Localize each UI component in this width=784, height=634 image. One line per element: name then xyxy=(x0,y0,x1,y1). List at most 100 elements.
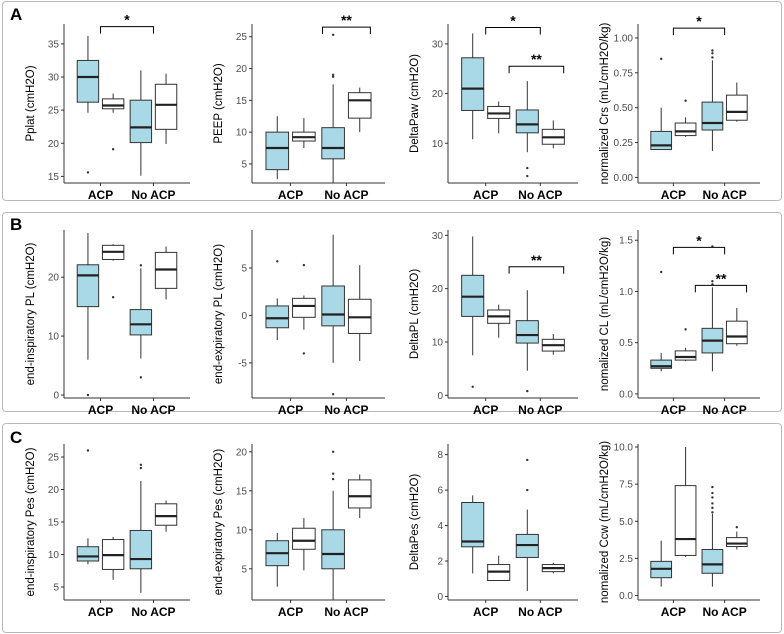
outlier-point xyxy=(711,49,714,52)
y-axis-title: end-inspiratory PL (cmH2O) xyxy=(25,242,37,385)
outlier-point xyxy=(471,385,474,388)
y-tick-label: 6 xyxy=(437,486,443,497)
iqr-box xyxy=(461,502,485,548)
iqr-box xyxy=(76,59,100,103)
outlier-point xyxy=(302,352,306,355)
y-tick-label: 20 xyxy=(236,447,248,458)
outlier-point xyxy=(526,488,529,492)
y-axis-title: DeltaPes (cmH2O) xyxy=(409,474,421,571)
x-tick-label: ACP xyxy=(278,403,303,417)
box-acp-noacp-group xyxy=(321,234,345,396)
y-tick-label: -5 xyxy=(238,358,247,369)
y-tick-label: 0.5 xyxy=(619,338,633,349)
box-acp-noacp-group xyxy=(515,290,539,393)
box-noacp-noacp-group xyxy=(725,307,748,346)
y-tick-label: 20 xyxy=(236,64,248,75)
outlier-point xyxy=(139,264,143,267)
x-tick-label: ACP xyxy=(661,403,686,417)
iqr-box xyxy=(265,305,290,329)
y-axis-title: end-inspiratory Pes (cmH2O) xyxy=(25,447,37,596)
x-tick-label: No ACP xyxy=(131,403,175,417)
y-tick-label: 25 xyxy=(48,106,60,117)
iqr-box xyxy=(154,503,178,526)
box-noacp-acp-group xyxy=(674,328,697,362)
y-axis-title: end-expiratory PL (cmH2O) xyxy=(213,244,225,384)
iqr-box xyxy=(650,130,673,151)
y-tick-label: 25 xyxy=(48,453,60,464)
box-noacp-acp-group xyxy=(101,244,125,299)
y-tick-label: 4 xyxy=(437,521,443,532)
y-tick-label: 0 xyxy=(241,311,247,322)
chart-panel-b4: 0.0 0.5 1.0 1.5 ACP No ACP nomalized CL (mL/cm… xyxy=(599,230,760,417)
y-tick-label: 20 xyxy=(48,139,60,150)
y-tick-label: 0 xyxy=(437,391,443,402)
x-tick-label: No ACP xyxy=(131,188,175,202)
box-acp-acp-group xyxy=(76,449,100,565)
box-noacp-noacp-group xyxy=(347,87,372,133)
y-tick-label: 10 xyxy=(48,550,60,561)
iqr-box xyxy=(321,285,345,327)
chart-panel-c4: 0.0 2.5 5.0 7.5 10.0 ACP No ACP nomalized Ccw (… xyxy=(599,441,760,619)
outlier-point xyxy=(659,270,663,274)
significance-label: * xyxy=(696,13,702,29)
bracket-line xyxy=(485,26,541,35)
outlier-point xyxy=(526,166,529,170)
iqr-box xyxy=(347,92,372,119)
box-acp-acp-group xyxy=(650,270,673,372)
y-tick-label: 20 xyxy=(432,89,444,100)
y-axis-title: normalized Crs (mL/cmH2O/kg) xyxy=(599,22,611,184)
outlier-point xyxy=(302,263,306,267)
bracket-line xyxy=(508,65,565,74)
box-noacp-noacp-group xyxy=(541,562,565,574)
chart-panel-b2: -5 0 5 ACP No ACP end-expiratory PL (cmH2O) xyxy=(213,230,385,417)
y-tick-label: 20 xyxy=(48,273,60,284)
box-acp-noacp-group xyxy=(129,264,153,379)
box-acp-acp-group xyxy=(265,260,290,341)
y-tick-label: 35 xyxy=(48,39,60,50)
iqr-box xyxy=(461,57,485,111)
box-noacp-acp-group xyxy=(292,263,316,355)
iqr-box xyxy=(292,297,316,318)
box-noacp-noacp-group xyxy=(725,526,748,550)
outlier-point xyxy=(111,148,115,151)
significance-label: ** xyxy=(716,270,727,286)
outlier-point xyxy=(711,502,714,505)
iqr-box xyxy=(154,83,178,130)
box-noacp-acp-group xyxy=(487,555,511,582)
significance-label: * xyxy=(124,12,130,28)
x-tick-label: No ACP xyxy=(324,188,368,202)
outlier-point xyxy=(711,506,714,510)
bracket-line xyxy=(672,246,726,255)
iqr-box xyxy=(701,101,724,131)
outlier-point xyxy=(711,52,714,55)
box-acp-acp-group xyxy=(265,116,290,180)
box-noacp-acp-group xyxy=(292,518,316,571)
box-acp-noacp-group xyxy=(701,485,724,587)
row-label-b: B xyxy=(10,215,23,234)
y-tick-label: 0.50 xyxy=(614,103,634,114)
iqr-box xyxy=(725,94,748,121)
row-label-a: A xyxy=(10,5,23,24)
iqr-box xyxy=(129,99,153,144)
y-axis-title: nomalized Ccw (mL/cmH2O/kg) xyxy=(599,441,611,603)
iqr-box xyxy=(674,485,697,556)
outlier-point xyxy=(139,376,143,379)
box-noacp-acp-group xyxy=(101,93,125,151)
y-tick-label: 5 xyxy=(241,263,247,274)
bracket-line xyxy=(672,27,726,36)
iqr-box xyxy=(76,546,100,562)
outlier-point xyxy=(526,458,529,462)
chart-panel-a4: 0.00 0.25 0.50 0.75 1.00 ACP No ACP normalized … xyxy=(599,13,760,202)
outlier-point xyxy=(139,466,143,470)
box-acp-acp-group xyxy=(650,540,673,587)
outlier-point xyxy=(684,99,687,102)
outlier-point xyxy=(711,280,714,283)
iqr-box xyxy=(76,264,100,308)
y-tick-label: 2 xyxy=(437,557,443,568)
box-noacp-noacp-group xyxy=(347,474,372,519)
significance-bracket: ** xyxy=(694,270,748,293)
bracket-line xyxy=(508,266,565,274)
box-noacp-acp-group xyxy=(674,99,697,137)
box-acp-acp-group xyxy=(650,57,673,151)
